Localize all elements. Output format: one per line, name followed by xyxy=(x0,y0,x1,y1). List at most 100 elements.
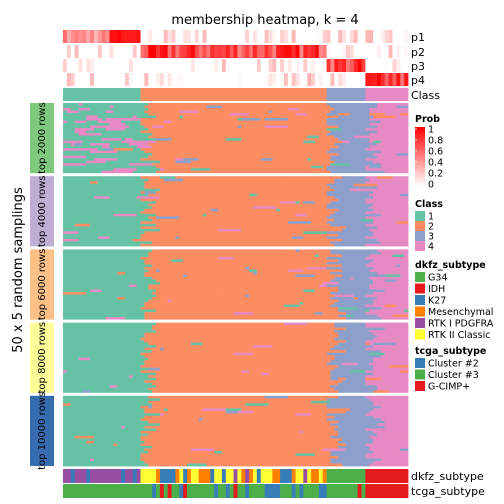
membership-cell xyxy=(287,125,304,129)
membership-cell xyxy=(206,367,223,371)
dkfz-cell xyxy=(187,469,192,483)
membership-cell xyxy=(376,130,386,134)
membership-cell xyxy=(365,243,390,247)
membership-cell xyxy=(237,322,246,326)
membership-cell xyxy=(237,415,258,419)
membership-cell xyxy=(218,148,231,152)
class-cell xyxy=(334,88,339,101)
dkfz-cell xyxy=(322,469,327,483)
membership-cell xyxy=(144,181,149,185)
membership-cell xyxy=(117,281,122,285)
membership-cell xyxy=(171,203,176,207)
membership-cell xyxy=(101,233,118,237)
membership-cell xyxy=(206,355,227,359)
membership-cell xyxy=(314,370,331,374)
membership-cell xyxy=(334,294,355,298)
tcga-cell xyxy=(202,484,207,498)
membership-cell xyxy=(256,170,273,174)
membership-cell xyxy=(287,249,296,253)
membership-cell xyxy=(396,357,409,361)
membership-cell xyxy=(280,249,289,253)
membership-cell xyxy=(202,170,211,174)
membership-cell xyxy=(210,176,234,180)
prob-cell-p1 xyxy=(218,30,223,43)
membership-cell xyxy=(148,269,157,273)
membership-cell xyxy=(90,241,95,245)
membership-cell xyxy=(136,226,141,230)
membership-cell xyxy=(396,269,409,273)
membership-cell xyxy=(121,365,138,369)
membership-cell xyxy=(260,103,265,106)
membership-cell xyxy=(128,287,141,290)
membership-cell xyxy=(369,340,374,344)
membership-cell xyxy=(63,198,79,202)
membership-cell xyxy=(369,254,378,258)
class-cell xyxy=(249,88,254,101)
dkfz-cell xyxy=(295,469,300,483)
membership-cell xyxy=(369,284,378,288)
membership-cell xyxy=(307,352,327,356)
membership-cell xyxy=(86,312,99,315)
membership-cell xyxy=(314,390,339,394)
membership-cell xyxy=(307,135,320,139)
membership-cell xyxy=(252,226,277,230)
membership-cell xyxy=(90,269,114,273)
membership-cell xyxy=(237,183,250,187)
prob-cell-p1 xyxy=(314,30,320,43)
membership-cell xyxy=(283,176,304,180)
membership-cell xyxy=(94,238,99,242)
membership-cell xyxy=(190,357,196,361)
prob-cell-p2 xyxy=(105,45,110,58)
membership-cell xyxy=(365,168,370,172)
membership-cell xyxy=(97,236,110,240)
membership-cell xyxy=(353,445,362,449)
membership-cell xyxy=(291,335,296,339)
membership-cell xyxy=(206,150,231,154)
membership-cell xyxy=(225,181,246,185)
membership-cell xyxy=(349,155,358,159)
membership-cell xyxy=(167,150,192,154)
membership-cell xyxy=(345,211,359,215)
membership-cell xyxy=(179,284,184,288)
membership-cell xyxy=(190,193,203,197)
membership-cell xyxy=(338,299,355,303)
membership-cell xyxy=(268,355,293,359)
membership-cell xyxy=(86,355,103,359)
membership-cell xyxy=(63,243,68,247)
membership-cell xyxy=(190,423,215,427)
membership-cell xyxy=(63,160,76,164)
membership-cell xyxy=(132,223,157,227)
membership-cell xyxy=(384,113,390,116)
membership-cell xyxy=(218,193,231,197)
membership-cell xyxy=(214,382,238,386)
membership-cell xyxy=(78,211,95,215)
membership-cell xyxy=(322,372,331,376)
membership-cell xyxy=(245,176,265,180)
membership-cell xyxy=(291,254,316,258)
membership-cell xyxy=(400,216,409,220)
membership-cell xyxy=(303,289,316,293)
membership-cell xyxy=(396,448,401,452)
membership-cell xyxy=(183,367,188,371)
membership-cell xyxy=(334,325,347,329)
membership-cell xyxy=(283,403,289,407)
membership-cell xyxy=(109,294,134,298)
membership-cell xyxy=(345,249,355,253)
prob-cell-p2 xyxy=(214,45,219,58)
membership-cell xyxy=(63,276,79,280)
membership-cell xyxy=(295,249,300,253)
tcga-cell xyxy=(291,484,296,498)
membership-cell xyxy=(314,155,331,159)
membership-cell xyxy=(376,145,401,149)
membership-cell xyxy=(330,460,351,464)
membership-cell xyxy=(63,208,87,212)
membership-cell xyxy=(206,213,219,217)
class-cell xyxy=(210,88,215,101)
prob-cell-p1 xyxy=(299,30,304,43)
prob-cell-p2 xyxy=(229,45,234,58)
membership-cell xyxy=(113,370,118,374)
membership-cell xyxy=(311,181,320,185)
membership-cell xyxy=(125,340,145,344)
membership-cell xyxy=(345,226,355,230)
membership-cell xyxy=(268,191,285,195)
